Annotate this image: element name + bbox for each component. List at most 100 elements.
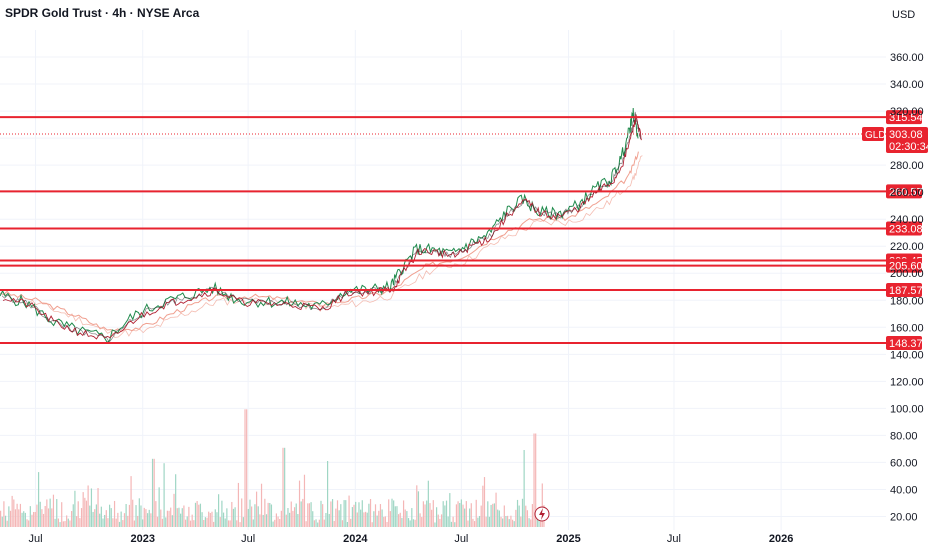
volume-bar — [146, 513, 149, 527]
volume-bar — [511, 519, 514, 527]
volume-bar — [274, 519, 276, 527]
volume-bar — [358, 502, 360, 527]
y-tick-label: 180.00 — [890, 295, 924, 307]
volume-bar — [502, 518, 504, 527]
volume-bar — [127, 515, 129, 527]
volume-bar — [388, 499, 390, 527]
volume-bar — [175, 474, 177, 527]
volume-bar — [287, 508, 289, 527]
volume-bar — [508, 519, 510, 527]
volume-bar — [398, 514, 400, 527]
volume-bar — [107, 518, 109, 527]
volume-bar — [485, 516, 487, 527]
volume-bar — [525, 505, 527, 527]
volume-bar — [100, 506, 102, 527]
volume-bar — [109, 504, 111, 527]
horizontal-levels[interactable]: 315.54260.57233.08209.45205.60187.57148.… — [0, 110, 923, 351]
volume-bar — [156, 516, 159, 527]
volume-bar — [82, 492, 84, 527]
volume-bar — [379, 504, 382, 527]
y-tick-label: 60.00 — [890, 457, 918, 469]
y-tick-label: 320.00 — [890, 106, 924, 118]
ticker-label: GLD — [865, 130, 886, 141]
volume-bar — [186, 516, 188, 527]
price-layer — [0, 107, 642, 344]
volume-bar — [112, 518, 114, 527]
volume-bar — [28, 520, 30, 527]
x-tick-label: Jul — [667, 533, 681, 545]
volume-bar — [292, 510, 294, 527]
currency-label[interactable]: USD — [892, 9, 916, 21]
volume-bar — [440, 514, 443, 527]
volume-bar — [343, 500, 345, 527]
volume-bar — [67, 518, 69, 527]
volume-bar — [275, 513, 278, 527]
volume-bar — [214, 509, 216, 527]
volume-bar — [161, 518, 164, 527]
volume-bar — [42, 513, 45, 527]
volume-bar — [122, 520, 124, 527]
volume-bar — [455, 504, 458, 527]
volume-bar — [465, 501, 467, 527]
volume-bar — [184, 519, 187, 527]
volume-bar — [520, 516, 522, 527]
volume-bar — [61, 502, 63, 527]
x-tick-label: Jul — [454, 533, 468, 545]
price-line — [0, 107, 639, 344]
volume-bar — [315, 519, 317, 527]
ma-line — [0, 151, 639, 333]
volume-bar — [231, 501, 233, 527]
volume-bar — [11, 495, 13, 527]
volume-bar — [402, 500, 405, 527]
volume-bar — [393, 500, 395, 527]
volume-bar — [422, 501, 424, 527]
lightning-glyph — [539, 508, 545, 520]
volume-bar — [328, 513, 330, 527]
volume-bar — [356, 512, 358, 527]
volume-bar — [526, 510, 529, 527]
volume-bar — [493, 503, 496, 527]
volume-bar — [57, 518, 60, 527]
y-tick-label: 220.00 — [890, 241, 924, 253]
volume-bar — [236, 520, 238, 527]
volume-bar — [414, 519, 416, 527]
volume-bar — [203, 520, 205, 527]
lightning-icon[interactable] — [534, 506, 550, 522]
volume-bar — [303, 474, 306, 527]
volume-bar — [449, 493, 451, 527]
volume-bar — [389, 511, 391, 527]
volume-bar — [267, 502, 269, 527]
volume-bar — [427, 480, 429, 527]
volume-bar — [297, 514, 299, 527]
volume-bar — [130, 476, 132, 527]
volume-bar — [345, 500, 347, 527]
volume-bar — [391, 498, 393, 527]
volume-bar — [49, 498, 51, 527]
volume-bar — [330, 501, 332, 527]
volume-bar — [52, 494, 55, 527]
volume-bar — [158, 487, 160, 527]
volume-bar — [155, 501, 157, 527]
volume-bar — [450, 521, 453, 527]
volume-bar — [432, 500, 434, 527]
volume-bar — [346, 522, 349, 527]
volume-bar — [0, 510, 2, 527]
ma-line-slow — [3, 155, 643, 338]
volume-bar — [513, 521, 515, 527]
volume-bar — [113, 500, 116, 527]
x-axis[interactable]: Jul 2023 Jul 2024 Jul 2025 Jul 2026 — [29, 533, 794, 545]
volume-bar — [383, 516, 385, 527]
volume-bar — [105, 510, 107, 527]
volume-bar — [535, 433, 537, 527]
volume-bar — [431, 509, 433, 527]
volume-bar — [206, 517, 208, 527]
volume-bar — [18, 509, 20, 527]
volume-bar — [208, 511, 210, 527]
volume-bar — [160, 509, 162, 527]
volume-bar — [257, 506, 259, 527]
price-line-dark — [1, 111, 641, 343]
volume-bar — [142, 519, 144, 527]
volume-bar — [23, 511, 25, 527]
